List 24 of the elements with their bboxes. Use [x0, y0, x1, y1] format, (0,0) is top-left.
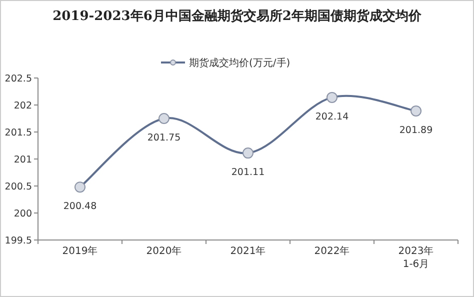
point [410, 105, 422, 116]
y-tick-label: 202.5 [4, 74, 32, 84]
data-label: 201.11 [231, 167, 265, 178]
point [158, 113, 170, 124]
x-tick-label: 2022年 [314, 245, 350, 257]
data-label: 201.75 [147, 132, 181, 144]
data-label: 201.89 [399, 124, 433, 136]
x-tick-label: 2023年 1-6月 [398, 245, 434, 270]
x-tick-label: 2019年 [62, 245, 98, 257]
data-label: 200.48 [63, 201, 97, 212]
x-tick-label: 2020年 [146, 245, 182, 257]
legend-label: 期货成交均价(万元/手) [189, 57, 290, 69]
chart-title: 2019-2023年6月中国金融期货交易所2年期国债期货成交均价 [52, 8, 422, 24]
y-tick-label: 201 [14, 154, 32, 166]
y-tick-label: 199.5 [4, 236, 32, 246]
y-tick-label: 200.5 [4, 182, 32, 192]
point [74, 182, 86, 193]
y-tick-label: 200 [14, 208, 32, 220]
point [242, 148, 254, 159]
x-tick-label: 2021年 [230, 245, 266, 257]
y-tick-label: 201.5 [4, 128, 32, 138]
point [326, 92, 338, 103]
y-tick-label: 202 [14, 100, 32, 112]
data-label: 202.14 [315, 111, 349, 122]
